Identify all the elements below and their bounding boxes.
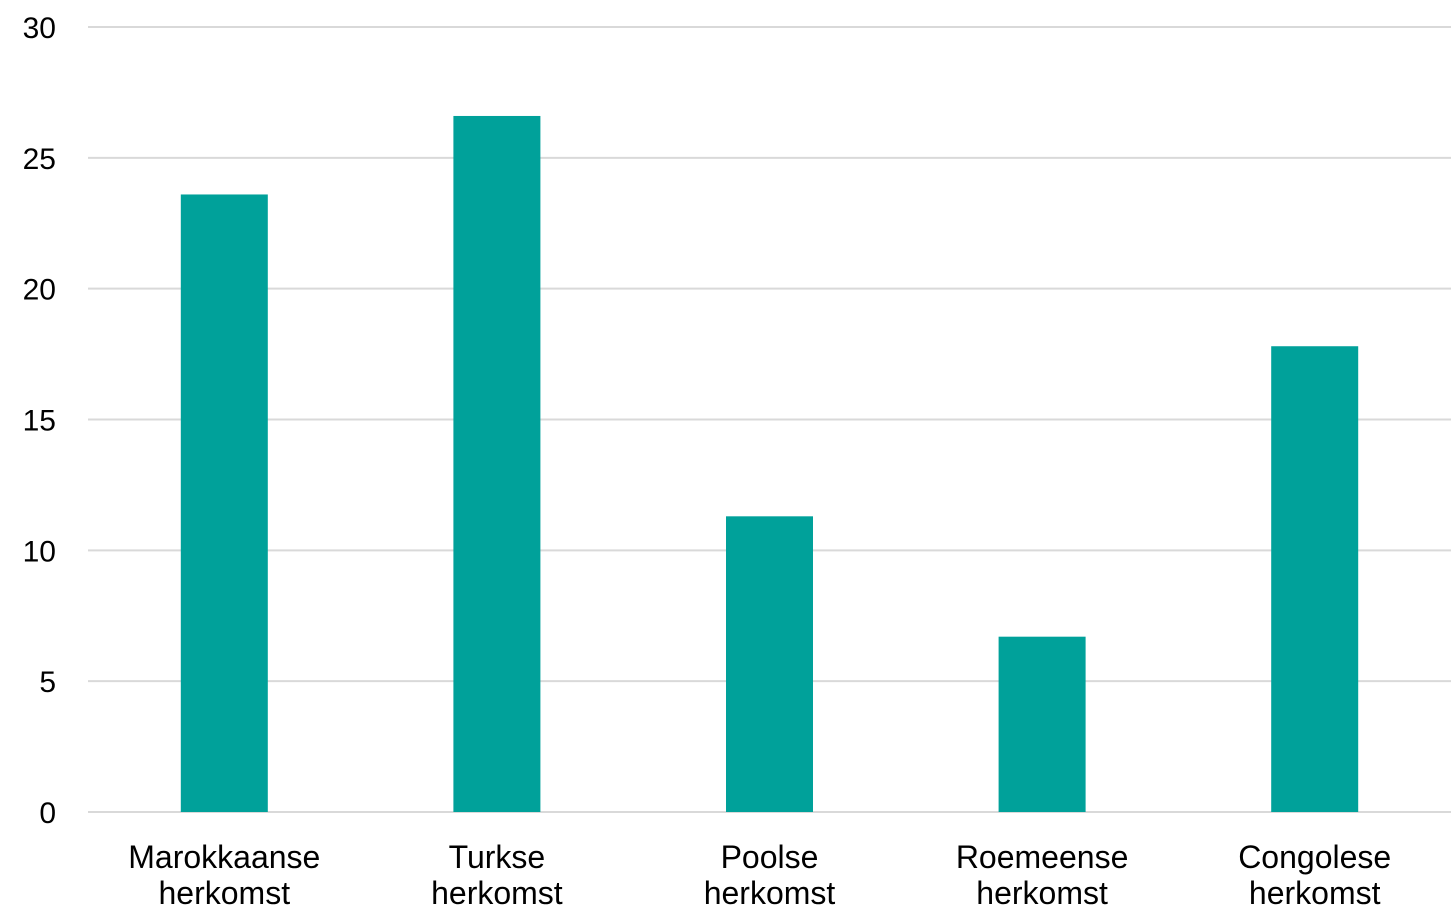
y-axis-ticks: 0 5 10 15 20 25 30	[23, 12, 56, 830]
y-tick-label-0: 0	[39, 797, 56, 830]
bar-2	[726, 516, 813, 812]
category-label-line-4-0: Congolese	[1238, 839, 1391, 875]
y-tick-label-20: 20	[23, 274, 56, 307]
category-label-1: Turkse herkomst	[431, 839, 563, 911]
category-label-2: Poolse herkomst	[704, 839, 836, 911]
bar-0	[180, 194, 268, 812]
category-label-line-3-1: herkomst	[976, 875, 1108, 911]
category-label-line-0-0: Marokkaanse	[128, 839, 320, 875]
category-label-line-1-0: Turkse	[449, 839, 546, 875]
bar-3	[998, 636, 1086, 812]
bar-4	[1271, 346, 1359, 812]
y-tick-label-15: 15	[23, 405, 56, 438]
category-label-line-4-1: herkomst	[1249, 875, 1381, 911]
category-label-3: Roemeense herkomst	[956, 839, 1129, 911]
category-label-line-2-0: Poolse	[721, 839, 819, 875]
y-tick-label-10: 10	[23, 535, 56, 568]
bar-1	[453, 115, 541, 812]
bars	[180, 115, 1359, 812]
y-tick-label-5: 5	[39, 666, 56, 699]
category-label-line-1-1: herkomst	[431, 875, 563, 911]
category-label-line-0-1: herkomst	[159, 875, 291, 911]
category-label-line-3-0: Roemeense	[956, 839, 1129, 875]
category-label-0: Marokkaanse herkomst	[128, 839, 320, 911]
y-tick-label-30: 30	[23, 12, 56, 45]
category-label-4: Congolese herkomst	[1238, 839, 1391, 911]
category-label-line-2-1: herkomst	[704, 875, 836, 911]
y-tick-label-25: 25	[23, 143, 56, 176]
